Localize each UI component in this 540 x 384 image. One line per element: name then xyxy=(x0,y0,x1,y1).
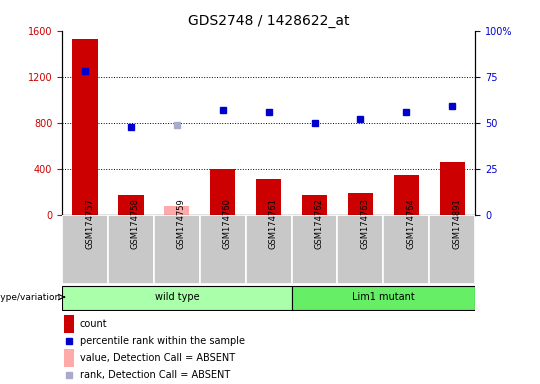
Text: GSM174891: GSM174891 xyxy=(452,198,461,249)
Text: rank, Detection Call = ABSENT: rank, Detection Call = ABSENT xyxy=(80,370,230,381)
Text: GSM174762: GSM174762 xyxy=(314,198,323,249)
Text: GSM174760: GSM174760 xyxy=(223,198,232,249)
Bar xyxy=(338,215,383,284)
Bar xyxy=(72,39,98,215)
Bar xyxy=(440,162,465,215)
Bar xyxy=(154,215,200,284)
Text: Lim1 mutant: Lim1 mutant xyxy=(352,292,415,302)
Bar xyxy=(348,193,373,215)
Text: count: count xyxy=(80,318,107,329)
Bar xyxy=(62,286,292,310)
Text: genotype/variation: genotype/variation xyxy=(0,293,61,301)
Bar xyxy=(108,215,154,284)
Bar xyxy=(64,314,74,333)
Bar xyxy=(383,215,429,284)
Text: percentile rank within the sample: percentile rank within the sample xyxy=(80,336,245,346)
Text: GSM174758: GSM174758 xyxy=(131,198,140,249)
Bar xyxy=(200,215,246,284)
Title: GDS2748 / 1428622_at: GDS2748 / 1428622_at xyxy=(188,14,349,28)
Bar xyxy=(302,195,327,215)
Bar xyxy=(292,286,475,310)
Bar xyxy=(246,215,292,284)
Text: GSM174761: GSM174761 xyxy=(269,198,278,249)
Text: GSM174763: GSM174763 xyxy=(361,198,369,249)
Text: wild type: wild type xyxy=(154,292,199,302)
Bar xyxy=(64,349,74,367)
Bar xyxy=(118,195,144,215)
Bar xyxy=(394,175,419,215)
Bar xyxy=(164,206,190,215)
Bar xyxy=(429,215,475,284)
Text: value, Detection Call = ABSENT: value, Detection Call = ABSENT xyxy=(80,353,235,363)
Text: GSM174759: GSM174759 xyxy=(177,198,186,249)
Text: GSM174757: GSM174757 xyxy=(85,198,94,249)
Bar xyxy=(256,179,281,215)
Bar xyxy=(62,215,108,284)
Text: GSM174764: GSM174764 xyxy=(406,198,415,249)
Bar xyxy=(210,169,235,215)
Bar xyxy=(292,215,338,284)
